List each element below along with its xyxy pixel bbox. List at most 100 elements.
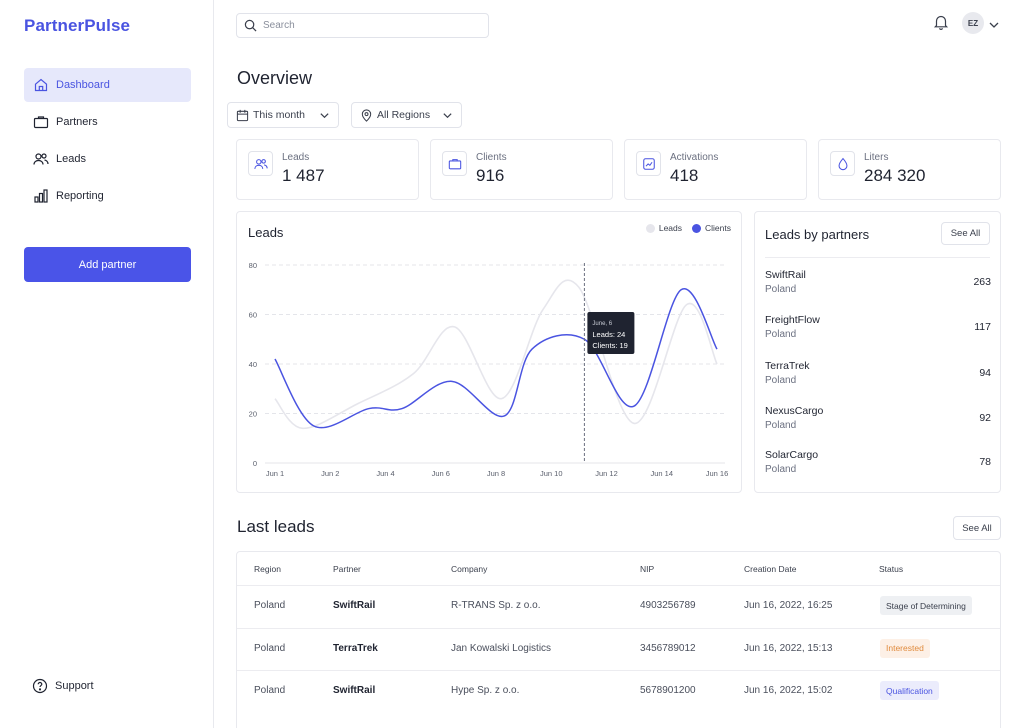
stat-card-clients: Clients 916: [430, 139, 613, 200]
partner-name: TerraTrek: [765, 360, 810, 372]
tooltip-clients: Clients: 19: [592, 341, 627, 350]
legend-item-leads[interactable]: Leads: [645, 223, 683, 233]
chart-legend: Leads Clients: [636, 223, 731, 233]
tooltip-leads: Leads: 24: [592, 330, 625, 339]
partner-country: Poland: [765, 420, 797, 431]
sidebar-nav: Dashboard Partners Leads Reporting: [24, 68, 191, 216]
column-header-status[interactable]: Status: [879, 564, 904, 574]
add-partner-button[interactable]: Add partner: [24, 247, 191, 282]
stat-value: 418: [670, 166, 699, 185]
stat-label: Clients: [476, 152, 507, 163]
column-header-creation-date[interactable]: Creation Date: [744, 564, 797, 574]
leads-chart: 0 20 40 60 80 Jun 1 Jun 2 Jun 4 Jun 6 Jun 8 Jun 10…: [249, 261, 729, 478]
last-leads-table: Region Partner Company NIP Creation Date…: [236, 551, 1001, 728]
legend-swatch: [645, 223, 655, 233]
users-icon: [248, 151, 273, 176]
x-tick-label: Jun 2: [321, 469, 339, 478]
region-filter[interactable]: All Regions: [351, 102, 462, 128]
home-icon: [33, 77, 49, 93]
partner-country: Poland: [765, 284, 797, 295]
column-header-partner[interactable]: Partner: [333, 564, 361, 574]
sidebar-item-partners[interactable]: Partners: [24, 105, 191, 139]
column-header-nip[interactable]: NIP: [640, 564, 655, 574]
table-row[interactable]: Poland SwiftRail R-TRANS Sp. z o.o. 4903256…: [237, 585, 1000, 627]
sidebar-item-reporting[interactable]: Reporting: [24, 179, 191, 213]
column-header-region[interactable]: Region: [254, 564, 281, 574]
table-cell-date: Jun 16, 2022, 15:02: [744, 685, 833, 696]
sidebar-item-label: Partners: [56, 116, 98, 128]
sidebar-item-leads[interactable]: Leads: [24, 142, 191, 176]
table-cell-region: Poland: [254, 642, 286, 654]
x-tick-label: Jun 8: [487, 469, 505, 478]
table-cell-date: Jun 16, 2022, 15:13: [744, 642, 833, 654]
briefcase-icon: [442, 151, 467, 176]
y-tick-label: 40: [249, 360, 257, 369]
table-cell-company: Hype Sp. z o.o.: [451, 685, 520, 696]
search-box[interactable]: [236, 13, 489, 38]
partner-row[interactable]: TerraTrek Poland 94: [765, 360, 991, 396]
x-tick-label: Jun 14: [650, 469, 673, 478]
chart-title: Leads: [248, 225, 284, 240]
bell-icon[interactable]: [932, 13, 950, 31]
brand-logo: PartnerPulse: [24, 16, 131, 35]
table-cell-partner: SwiftRail: [333, 685, 376, 696]
stat-card-liters: Liters 284 320: [818, 139, 1001, 200]
avatar[interactable]: EZ: [962, 12, 984, 34]
legend-label: Clients: [705, 223, 731, 233]
series-line-leads: [274, 279, 718, 430]
x-tick-label: Jun 1: [266, 469, 284, 478]
partners-see-all-button[interactable]: See All: [941, 222, 990, 245]
partner-row[interactable]: SolarCargo Poland 78: [765, 449, 991, 485]
x-tick-label: Jun 12: [595, 469, 618, 478]
period-filter[interactable]: This month: [227, 102, 339, 128]
partner-country: Poland: [765, 329, 797, 340]
briefcase-icon: [33, 114, 49, 130]
divider: [765, 257, 990, 258]
droplet-icon: [830, 151, 855, 176]
partner-name: SwiftRail: [765, 269, 806, 281]
stat-card-leads: Leads 1 487: [236, 139, 419, 200]
legend-swatch: [692, 223, 702, 233]
partner-lead-count: 263: [973, 276, 991, 288]
period-filter-value: This month: [253, 109, 305, 121]
map-pin-icon: [361, 108, 372, 122]
y-tick-label: 60: [249, 311, 257, 320]
legend-label: Leads: [658, 223, 683, 233]
partner-lead-count: 94: [979, 367, 991, 379]
search-input[interactable]: [263, 20, 473, 31]
partner-row[interactable]: SwiftRail Poland 263: [765, 269, 991, 305]
bar-chart-icon: [33, 188, 49, 204]
sidebar-item-label: Leads: [56, 153, 86, 165]
stat-label: Liters: [864, 152, 889, 163]
sidebar-item-dashboard[interactable]: Dashboard: [24, 68, 191, 102]
partner-lead-count: 92: [979, 412, 991, 424]
stat-value: 916: [476, 166, 505, 185]
y-tick-label: 0: [253, 459, 257, 468]
partner-row[interactable]: NexusCargo Poland 92: [765, 405, 991, 441]
legend-item-clients[interactable]: Clients: [692, 223, 731, 233]
column-header-company[interactable]: Company: [451, 564, 488, 574]
help-circle-icon: [32, 678, 48, 694]
partner-name: SolarCargo: [765, 449, 819, 461]
support-link[interactable]: Support: [32, 678, 94, 694]
table-cell-nip: 3456789012: [640, 642, 696, 654]
region-filter-value: All Regions: [377, 109, 431, 121]
table-row[interactable]: Poland SwiftRail Hype Sp. z o.o. 5678901200…: [237, 670, 1000, 712]
leads-by-partners-card: Leads by partners See All SwiftRail Polan…: [754, 211, 1001, 493]
y-tick-label: 20: [249, 410, 257, 419]
series-line-clients: [274, 288, 718, 429]
chart-tooltip: [587, 312, 635, 354]
partner-lead-count: 78: [979, 456, 991, 468]
x-tick-label: Jun 10: [540, 469, 563, 478]
table-cell-company: Jan Kowalski Logistics: [451, 642, 552, 654]
table-cell-company: R-TRANS Sp. z o.o.: [451, 600, 541, 611]
chevron-down-icon[interactable]: [988, 19, 1000, 31]
activity-icon: [636, 151, 661, 176]
partner-row[interactable]: FreightFlow Poland 117: [765, 314, 991, 350]
last-leads-see-all-button[interactable]: See All: [953, 516, 1001, 540]
stat-value: 1 487: [282, 166, 325, 185]
calendar-icon: [236, 109, 249, 121]
status-badge: Interested: [880, 638, 930, 658]
partner-name: FreightFlow: [765, 314, 820, 326]
table-row[interactable]: Poland TerraTrek Jan Kowalski Logistics 345…: [237, 627, 1000, 670]
